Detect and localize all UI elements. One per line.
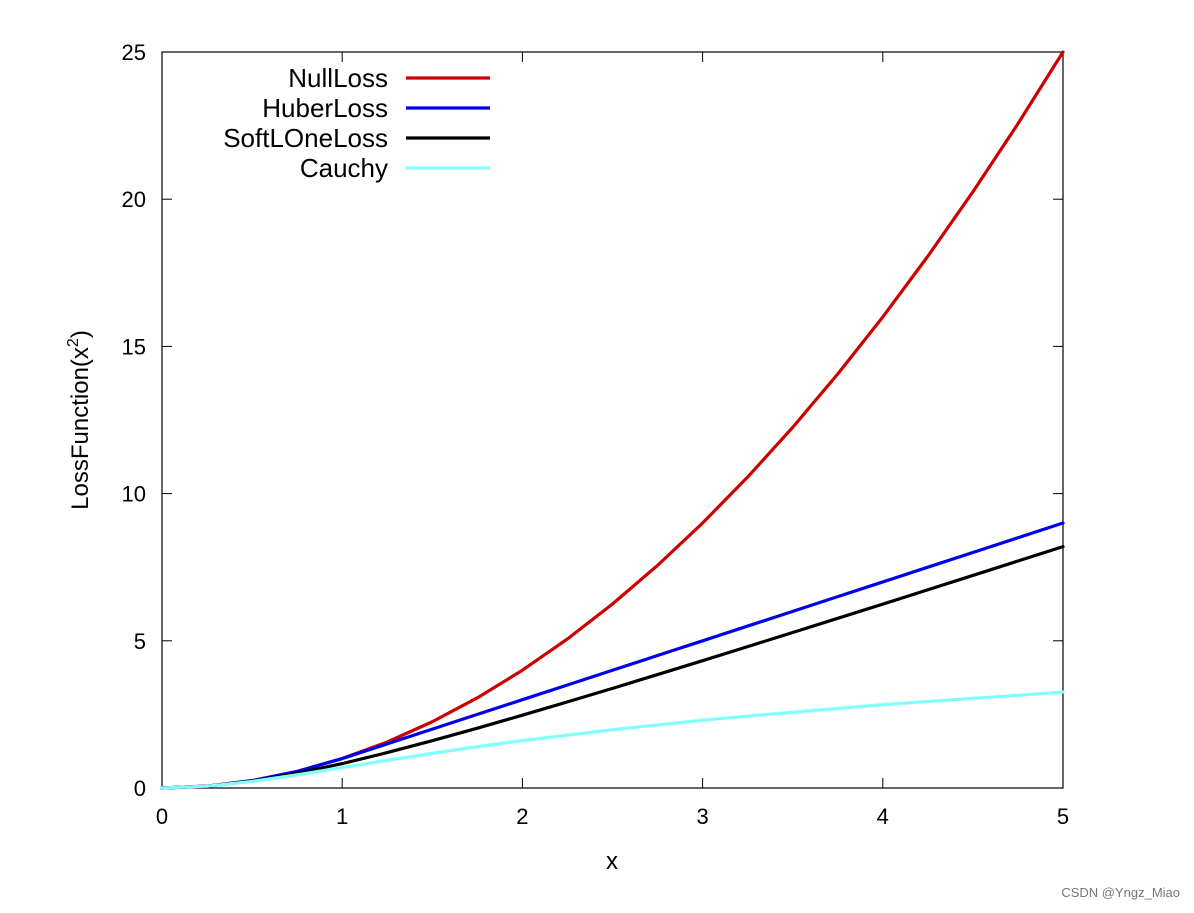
y-axis-label-superscript: 2 bbox=[65, 338, 82, 347]
y-tick-label: 25 bbox=[122, 40, 146, 65]
plot-frame bbox=[161, 51, 1064, 789]
x-tick-label: 3 bbox=[696, 804, 708, 829]
y-tick-label: 10 bbox=[122, 482, 146, 507]
axis-tick-labels: 0 1 2 3 4 5 0 5 10 15 20 25 bbox=[122, 40, 1070, 829]
y-axis-label: LossFunction(x2) bbox=[65, 330, 94, 510]
series-line-huberloss bbox=[160, 521, 1065, 790]
y-axis-label-close: ) bbox=[67, 330, 94, 338]
series-line-softloneloss bbox=[160, 545, 1065, 790]
x-tick-label: 5 bbox=[1057, 804, 1069, 829]
legend-label: SoftLOneLoss bbox=[223, 123, 388, 153]
legend-label: Cauchy bbox=[300, 153, 388, 183]
y-tick-label: 0 bbox=[134, 776, 146, 801]
watermark: CSDN @Yngz_Miao bbox=[1061, 885, 1180, 900]
series-line-cauchy bbox=[160, 690, 1065, 790]
x-tick-label: 4 bbox=[877, 804, 889, 829]
legend-label: HuberLoss bbox=[262, 93, 388, 123]
x-tick-label: 1 bbox=[336, 804, 348, 829]
y-tick-label: 15 bbox=[122, 334, 146, 359]
y-tick-label: 20 bbox=[122, 187, 146, 212]
x-tick-label: 2 bbox=[516, 804, 528, 829]
series-lines bbox=[160, 50, 1065, 790]
y-tick-label: 5 bbox=[134, 629, 146, 654]
x-axis-label: x bbox=[606, 848, 618, 875]
legend-label: NullLoss bbox=[288, 63, 388, 93]
series-line-nullloss bbox=[160, 50, 1065, 790]
x-tick-label: 0 bbox=[156, 804, 168, 829]
axis-ticks bbox=[161, 51, 1064, 789]
y-axis-label-base: LossFunction(x bbox=[67, 347, 94, 510]
